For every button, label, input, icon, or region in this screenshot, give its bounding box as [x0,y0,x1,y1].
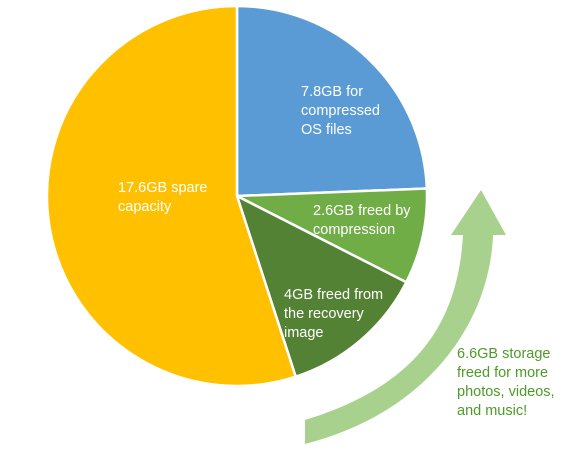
slice-recovery [235,194,408,378]
slice-label-os-files: 7.8GB for compressed OS files [301,84,380,138]
slice-spare [45,4,297,388]
slice-os-files [235,4,429,198]
storage-freed-arrow [305,190,506,444]
storage-freed-annotation: 6.6GB storage freed for more photos, vid… [457,346,555,419]
slice-compression [235,187,429,284]
slice-label-compression: 2.6GB freed by compression [313,203,411,238]
pie-slices [45,4,429,388]
slice-label-spare: 17.6GB spare capacity [118,180,208,215]
slice-label-recovery: 4GB freed from the recovery image [284,287,384,341]
